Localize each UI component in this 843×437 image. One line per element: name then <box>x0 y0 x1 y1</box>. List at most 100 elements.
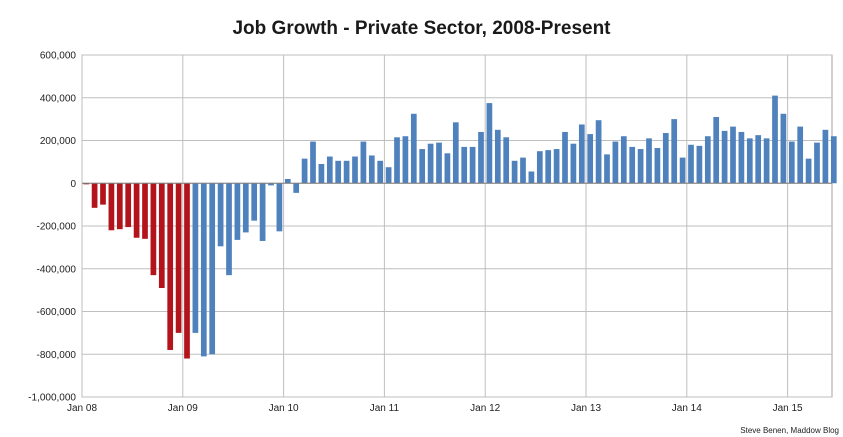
bar <box>704 136 711 184</box>
bar <box>301 158 308 184</box>
x-tick-label: Jan 12 <box>470 403 500 414</box>
bar <box>671 119 678 184</box>
bar <box>276 183 283 232</box>
bar <box>402 136 409 184</box>
bar <box>209 183 216 355</box>
bar <box>368 155 375 184</box>
y-tick-label: 200,000 <box>40 136 77 147</box>
bar <box>175 183 182 333</box>
bar <box>822 129 829 184</box>
y-tick-label: -600,000 <box>37 307 77 318</box>
bar <box>310 141 316 184</box>
bar <box>217 183 224 247</box>
bar <box>730 126 736 184</box>
bar <box>326 156 333 184</box>
bar <box>612 141 619 184</box>
bar <box>620 136 627 184</box>
bar <box>721 130 728 184</box>
bar <box>108 183 115 231</box>
y-tick-label: -1,000,000 <box>28 393 76 404</box>
bar <box>629 146 636 184</box>
bar <box>545 150 552 184</box>
bar <box>83 183 90 185</box>
bar <box>772 95 778 184</box>
y-tick-label: 600,000 <box>40 51 77 62</box>
bar <box>805 158 812 184</box>
x-tick-label: Jan 13 <box>571 403 601 414</box>
bar <box>394 137 400 184</box>
bar <box>478 131 484 184</box>
bar <box>763 138 770 184</box>
bar <box>242 183 249 233</box>
bar <box>259 183 266 241</box>
x-tick-label: Jan 14 <box>672 403 702 414</box>
bar <box>461 146 468 184</box>
bar <box>444 153 451 184</box>
bar <box>595 120 602 184</box>
bar <box>604 154 610 184</box>
bar <box>830 136 837 184</box>
bar <box>654 147 661 184</box>
x-tick-label: Jan 11 <box>370 403 400 414</box>
bar <box>184 183 190 359</box>
bar <box>520 157 526 184</box>
bar <box>167 183 174 350</box>
y-tick-label: 0 <box>70 179 76 190</box>
bar <box>679 157 686 184</box>
bar <box>494 129 501 184</box>
bar <box>343 160 350 184</box>
bar <box>436 142 442 184</box>
y-tick-label: -200,000 <box>37 222 77 233</box>
credit-text: Steve Benen, Maddow Blog <box>740 426 839 435</box>
bar <box>452 122 459 184</box>
bar <box>91 183 98 208</box>
bar <box>528 171 535 184</box>
bar <box>251 183 258 221</box>
bar <box>125 183 132 228</box>
bar <box>486 103 493 184</box>
x-tick-label: Jan 09 <box>168 403 198 414</box>
bar <box>587 134 594 184</box>
bar <box>755 135 762 184</box>
bar <box>234 183 241 240</box>
bar <box>335 160 342 184</box>
bar <box>713 116 720 184</box>
bar <box>746 138 753 184</box>
bar <box>469 146 476 184</box>
bar <box>503 137 510 184</box>
x-tick-label: Jan 15 <box>773 403 803 414</box>
bar <box>814 142 820 184</box>
bar <box>116 183 123 230</box>
bar <box>142 183 148 239</box>
bar <box>284 178 291 184</box>
x-tick-label: Jan 10 <box>269 403 299 414</box>
y-tick-label: -800,000 <box>37 350 77 361</box>
bar <box>688 144 694 184</box>
bar <box>133 183 140 238</box>
x-tick-label: Jan 08 <box>67 403 97 414</box>
bar <box>696 145 703 184</box>
bar <box>553 149 560 184</box>
bar <box>410 113 417 184</box>
bar <box>226 183 232 276</box>
chart-title: Job Growth - Private Sector, 2008-Presen… <box>232 18 611 39</box>
bar <box>536 151 543 184</box>
bar <box>797 126 804 184</box>
bar <box>511 160 518 184</box>
bar <box>578 124 585 184</box>
bar <box>646 138 652 184</box>
bar <box>427 143 434 184</box>
bar <box>200 183 207 357</box>
y-tick-label: -400,000 <box>37 264 77 275</box>
bar <box>738 131 745 184</box>
bar <box>158 183 165 288</box>
bar <box>377 160 384 184</box>
bar <box>780 113 787 184</box>
bar <box>352 156 358 184</box>
bar <box>268 183 274 186</box>
bar <box>788 141 795 184</box>
bar <box>318 164 325 184</box>
bar <box>293 183 300 193</box>
